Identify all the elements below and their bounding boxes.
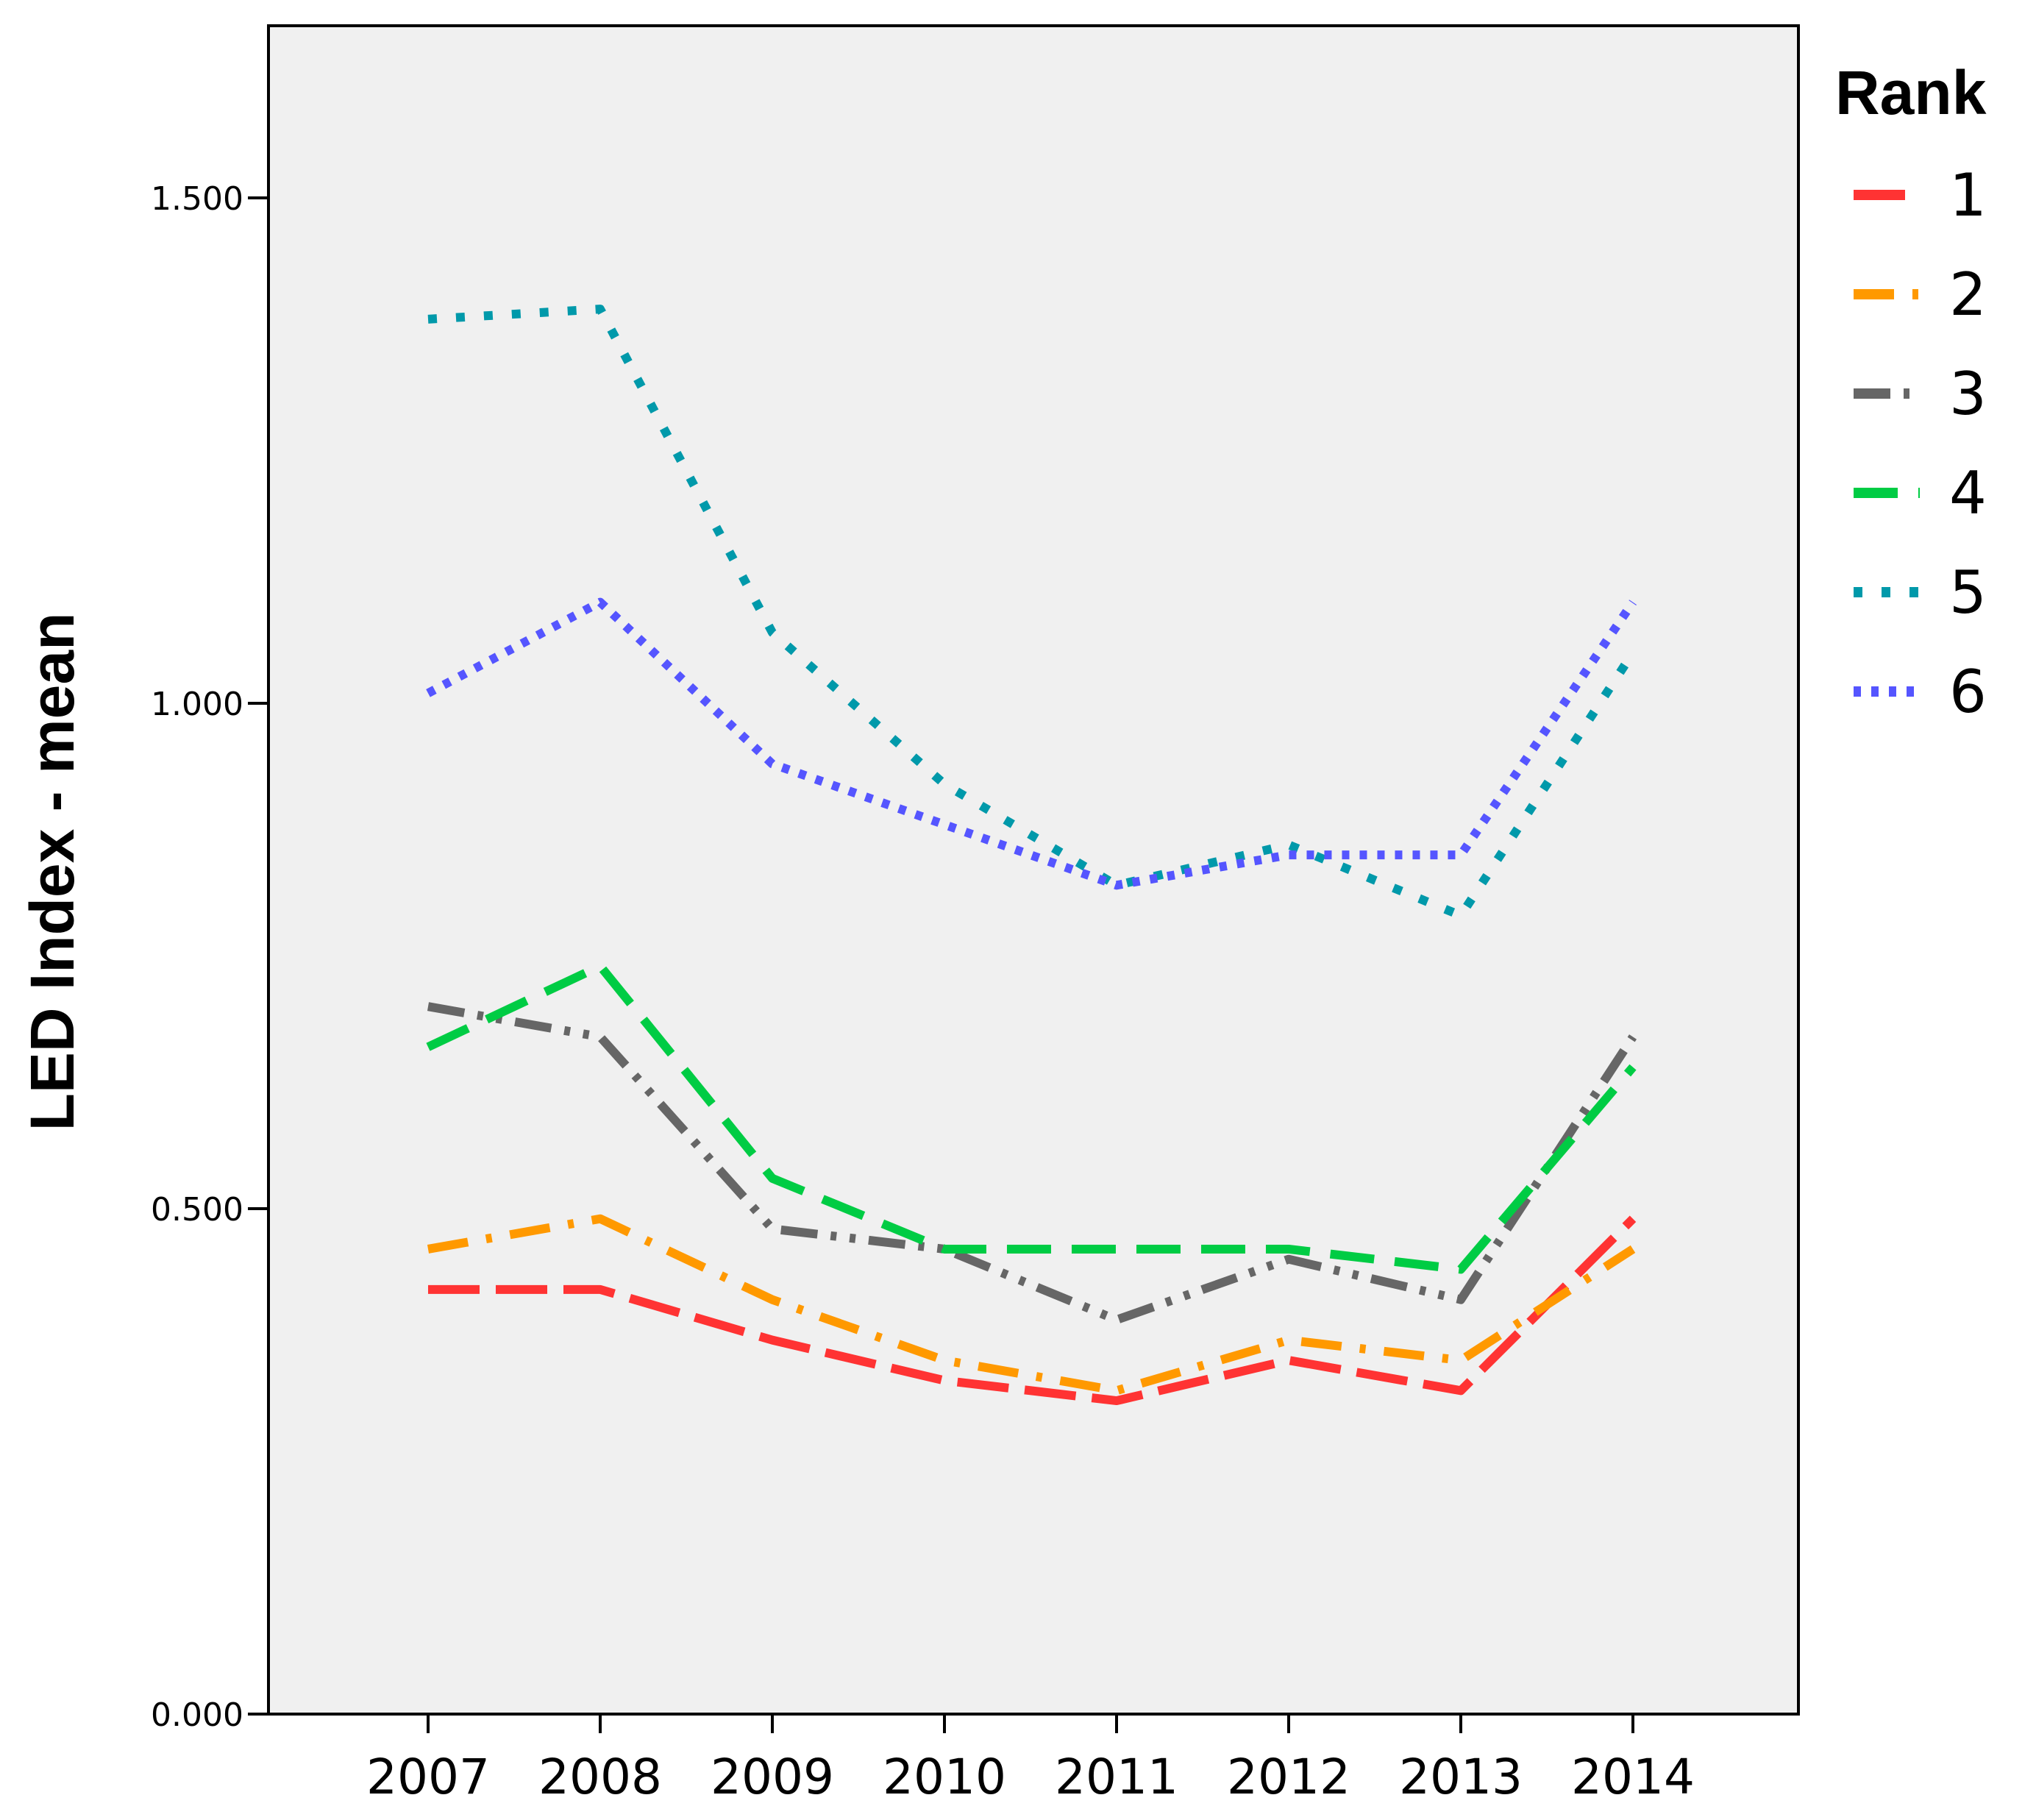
series-line-1: [428, 1215, 1637, 1406]
y-tick-label: 1.500: [151, 180, 243, 218]
series-line-2: [427, 1214, 1636, 1396]
legend-label-6: 6: [1949, 658, 1987, 726]
y-axis-title: LED Index - mean: [18, 613, 87, 1131]
series-line-4: [426, 961, 1637, 1274]
legend-label-1: 1: [1949, 161, 1987, 230]
y-tick-label: 1.000: [151, 686, 243, 723]
x-tick-label: 2010: [883, 1749, 1006, 1805]
y-tick-label: 0.000: [151, 1696, 243, 1734]
x-tick-label: 2008: [538, 1749, 662, 1805]
series-line-6: [426, 597, 1637, 890]
legend-title: Rank: [1835, 58, 1987, 127]
series-layer: [426, 305, 1637, 1406]
y-axis: 0.000 0.500 1.000 1.500: [151, 180, 268, 1734]
legend-items: 1 2 3 4 5 6: [1854, 161, 1987, 726]
x-tick-label: 2014: [1571, 1749, 1695, 1805]
x-tick-label: 2013: [1399, 1749, 1523, 1805]
x-tick-label: 2009: [711, 1749, 834, 1805]
x-tick-label: 2007: [366, 1749, 490, 1805]
y-tick-label: 0.500: [151, 1191, 243, 1229]
series-line-5: [427, 305, 1637, 920]
x-axis: 2007 2008 2009 2010 2011 2012 2013 2014: [366, 1714, 1695, 1805]
legend: Rank 1 2 3 4 5 6: [1835, 58, 1987, 726]
x-tick-label: 2011: [1055, 1749, 1178, 1805]
legend-label-4: 4: [1949, 459, 1987, 527]
legend-label-3: 3: [1949, 360, 1987, 428]
legend-label-5: 5: [1949, 558, 1987, 627]
x-tick-label: 2012: [1227, 1749, 1350, 1805]
legend-label-2: 2: [1949, 260, 1987, 329]
plot-background: [267, 24, 1800, 1716]
